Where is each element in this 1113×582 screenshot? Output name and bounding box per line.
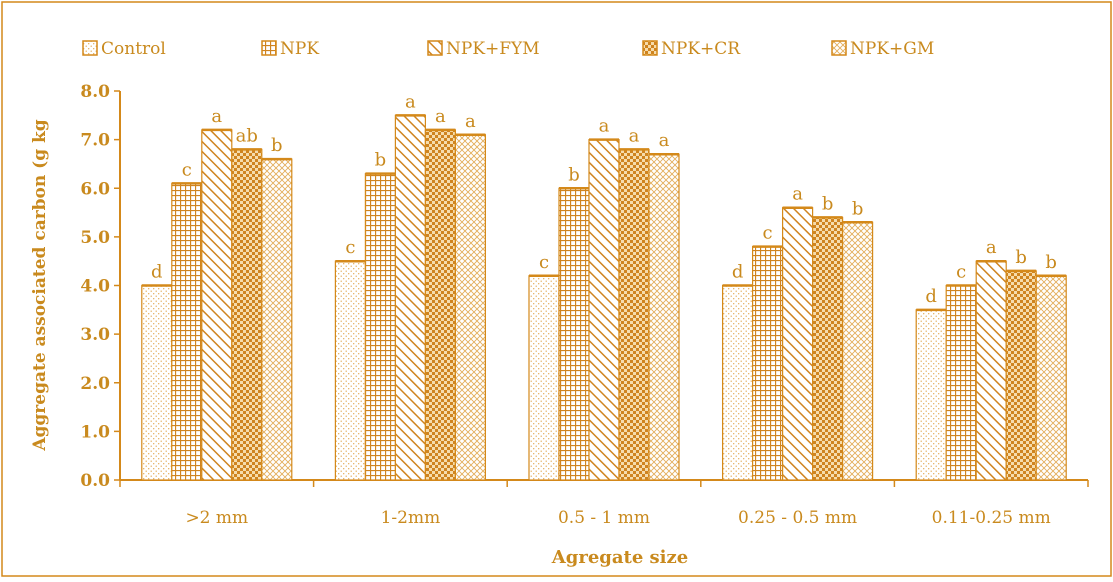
bar <box>394 114 426 481</box>
bar <box>364 173 396 481</box>
bar <box>454 134 486 481</box>
legend-swatch <box>642 40 658 56</box>
bar <box>424 129 456 481</box>
x-tick-label: 0.11-0.25 mm <box>932 508 1051 528</box>
y-tick-label: 5.0 <box>80 228 110 248</box>
bar <box>528 275 560 481</box>
legend-swatch <box>831 40 847 56</box>
data-label: a <box>465 111 476 132</box>
data-label: c <box>182 159 192 180</box>
data-label: c <box>539 252 549 273</box>
data-label: b <box>568 164 580 185</box>
data-label: d <box>925 286 937 307</box>
legend-item: NPK+GM <box>831 39 934 59</box>
legend-label: Control <box>101 39 166 59</box>
bar <box>811 216 844 481</box>
y-tick-label: 2.0 <box>80 374 110 394</box>
data-label: a <box>435 106 446 127</box>
bar <box>751 246 784 481</box>
x-axis: >2 mm 1-2mm 0.5 - 1 mm 0.25 - 0.5 mm 0.11-0.… <box>119 479 1089 528</box>
bar <box>1035 275 1067 481</box>
bar <box>781 207 814 481</box>
legend-item: NPK <box>261 39 319 59</box>
bar <box>558 187 590 481</box>
bar <box>648 153 680 481</box>
data-label: d <box>151 262 163 283</box>
legend-swatch <box>261 40 277 56</box>
y-tick-label: 8.0 <box>80 82 110 102</box>
data-label: c <box>956 262 966 283</box>
bar <box>231 148 263 481</box>
data-label: a <box>405 91 416 112</box>
legend-swatch <box>82 40 98 56</box>
x-tick-label: 0.5 - 1 mm <box>558 508 650 528</box>
data-label: c <box>763 223 773 244</box>
bar <box>915 309 947 481</box>
y-axis: 0.0 1.0 2.0 3.0 4.0 5.0 6.0 7.0 8.0 <box>80 82 121 491</box>
data-label: a <box>599 116 610 137</box>
legend-label: NPK+CR <box>661 39 741 59</box>
bar <box>1005 270 1037 481</box>
data-label: d <box>732 262 744 283</box>
bar <box>334 260 366 481</box>
bar <box>618 148 650 481</box>
legend-item: NPK+FYM <box>427 39 540 59</box>
data-label: b <box>375 150 387 171</box>
legend: Control NPK NPK+FYM NPK+CR NPK+GM <box>82 39 934 59</box>
bar <box>841 221 874 481</box>
data-label: a <box>629 125 640 146</box>
y-tick-label: 1.0 <box>80 422 110 442</box>
y-axis-title: Aggregate associated carbon (g kg <box>30 119 50 451</box>
legend-swatch <box>427 40 443 56</box>
data-label: b <box>1015 247 1027 268</box>
y-tick-label: 0.0 <box>80 471 110 491</box>
bar <box>975 260 1007 481</box>
x-tick-label: 1-2mm <box>381 508 441 528</box>
data-label: a <box>659 130 670 151</box>
y-tick-label: 6.0 <box>80 179 110 199</box>
data-label: a <box>792 184 803 205</box>
data-label: ab <box>236 125 258 146</box>
legend-item: Control <box>82 39 166 59</box>
data-label: c <box>345 237 355 258</box>
legend-label: NPK+FYM <box>446 39 540 59</box>
data-label: b <box>822 193 834 214</box>
bar <box>141 284 173 481</box>
x-axis-title: Agregate size <box>551 547 688 568</box>
data-label: b <box>1045 252 1057 273</box>
bar <box>171 182 203 481</box>
x-tick-label: 0.25 - 0.5 mm <box>738 508 857 528</box>
legend-item: NPK+CR <box>642 39 741 59</box>
bar <box>588 139 620 481</box>
data-label: b <box>271 135 283 156</box>
legend-label: NPK+GM <box>850 39 934 59</box>
data-label: b <box>852 198 864 219</box>
data-label: a <box>211 106 222 127</box>
x-tick-label: >2 mm <box>185 508 248 528</box>
legend-label: NPK <box>280 39 319 59</box>
data-label: a <box>986 237 997 258</box>
bar <box>261 158 293 481</box>
bar <box>721 284 754 481</box>
bar <box>945 284 977 481</box>
y-tick-label: 4.0 <box>80 277 110 297</box>
y-tick-label: 7.0 <box>80 131 110 151</box>
y-tick-label: 3.0 <box>80 325 110 345</box>
bar <box>201 129 233 481</box>
